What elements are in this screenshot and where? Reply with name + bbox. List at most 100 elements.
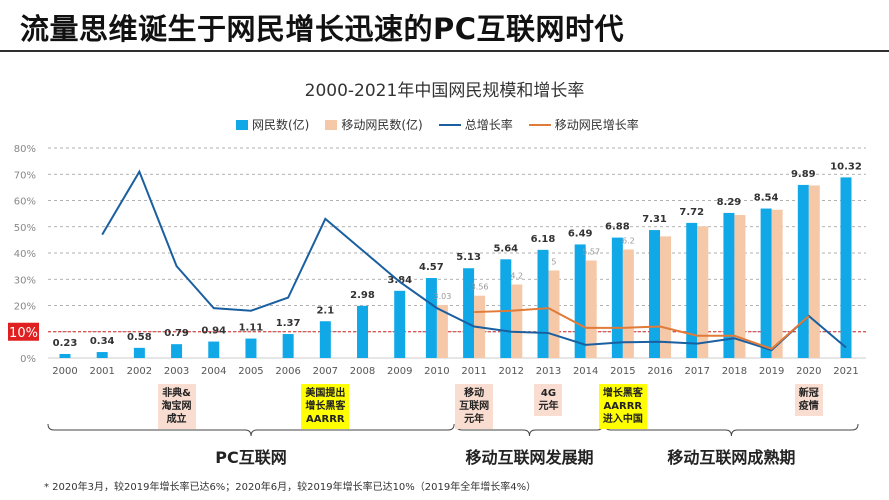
netizen-bar [357,305,369,358]
total-growth-line [101,169,847,352]
x-tick-label: 2000 [52,366,77,377]
event-note-line: 美国提出 [305,388,346,399]
netizen-bar-label: 1.37 [276,318,301,329]
event-note-line: 元年 [464,414,485,425]
event-note: 新冠 疫情 [794,384,823,416]
netizen-bar [611,237,623,358]
mobile-bar [808,185,820,358]
legend-mobile-growth: 移动网民增长率 [528,116,639,133]
x-tick-label: 2020 [796,366,821,377]
netizen-bar-label: 2.98 [350,290,375,301]
mobile-bar [585,260,597,358]
event-note-line: 进入中国 [602,414,643,425]
netizen-bar [686,222,698,358]
event-note-line: 移动 [464,388,485,399]
mobile-bar [622,249,634,358]
mobile-bar [548,270,560,358]
x-tick-label: 2010 [424,366,449,377]
netizen-bar-label: 10.32 [830,161,862,172]
netizen-bar-label: 5.13 [456,252,481,263]
y-tick-label: 70% [14,170,36,181]
chart-legend: 网民数(亿) 移动网民数(亿) 总增长率 移动网民增长率 [236,116,639,133]
netizen-bar-label: 8.29 [717,197,742,208]
y-tick-label: 40% [14,249,36,260]
netizen-bar-label: 9.89 [791,169,816,180]
event-note-line: 4G [540,388,557,399]
netizen-bar-label: 5.64 [493,243,518,254]
netizen-bar [282,334,294,358]
y-tick-label: 30% [14,275,36,286]
y-tick-label: 50% [14,223,36,234]
event-note: 非典& 淘宝网成立 [157,384,196,429]
x-tick-label: 2013 [536,366,561,377]
netizen-bar [537,249,549,358]
netizen-bar-label: 0.23 [53,338,78,349]
netizen-bar-label: 2.1 [316,305,334,316]
netizen-bar [425,278,437,358]
mobile-bar [771,209,783,358]
netizen-bar-label: 7.31 [642,214,667,225]
era-label: 移动互联网发展期 [465,448,594,467]
netizen-bar-label: 0.79 [164,328,189,339]
x-tick-label: 2015 [610,366,635,377]
event-note-line: 成立 [166,414,187,425]
netizen-bar [96,352,108,358]
netizen-bar-label: 0.58 [127,332,152,343]
mobile-growth-line [474,307,810,350]
netizen-bar-label: 4.57 [419,262,444,273]
netizen-bar-label: 6.49 [568,228,593,239]
x-tick-label: 2016 [647,366,672,377]
netizen-bar [319,321,331,358]
netizen-bar [171,344,183,358]
mobile-bar-label: 4.2 [510,272,523,281]
mobile-bar-label: 6.2 [622,237,635,246]
x-tick-label: 2019 [759,366,784,377]
title-divider [0,50,889,52]
ten-percent-label: 10% [9,326,38,341]
x-tick-label: 2008 [350,366,375,377]
footnote: * 2020年3月，较2019年增长率已达6%；2020年6月，较2019年增长… [44,482,537,493]
x-tick-label: 2004 [201,366,226,377]
mobile-bar [734,215,746,358]
x-tick-label: 2002 [127,366,152,377]
event-note-line: 增长黑客 [602,388,643,399]
mobile-bar [511,284,523,358]
netizen-bar [723,212,735,358]
x-tick-label: 2007 [313,366,338,377]
netizen-bar [245,338,257,358]
y-tick-label: 0% [20,354,36,365]
netizen-bar [649,230,661,358]
mobile-bar-label: 5.57 [582,248,600,257]
netizen-bar-label: 3.84 [387,275,412,286]
netizen-bar [840,177,852,358]
netizen-bar [500,259,512,358]
event-note-line: 淘宝网 [161,401,192,412]
netizen-bar-label: 6.88 [605,222,630,233]
netizen-bar [394,290,406,358]
netizen-bar-label: 6.18 [531,234,556,245]
legend-netizens: 网民数(亿) [236,116,309,133]
x-tick-label: 2003 [164,366,189,377]
legend-total-growth: 总增长率 [438,116,513,133]
event-note-line: 互联网 [459,401,490,412]
event-note-line: 新冠 [798,388,819,399]
event-note-line: AARRR [603,401,643,412]
legend-mobile: 移动网民数(亿) [325,116,423,133]
event-note-line: 元年 [538,401,559,412]
x-tick-label: 2009 [387,366,412,377]
netizen-bar [208,341,220,358]
netizen-bar [760,208,772,358]
mobile-bar-label: 3.03 [433,292,451,301]
netizen-bar-label: 0.94 [201,326,226,337]
ten-percent-badge [8,322,39,341]
era-label: 移动互联网成熟期 [667,448,796,467]
netizen-bar [574,244,586,358]
event-note-line: 疫情 [798,401,819,412]
event-note-line: 非典& [162,388,191,399]
x-tick-label: 2001 [89,366,114,377]
mobile-bar [697,226,709,358]
mobile-bar-label: 5 [551,258,556,267]
netizen-bar [59,353,71,358]
era-brace [455,423,604,437]
